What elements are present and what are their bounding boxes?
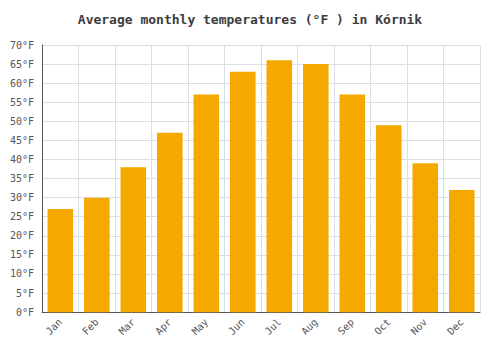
svg-text:Apr: Apr [153,316,174,337]
svg-text:65°F: 65°F [10,59,34,70]
svg-text:May: May [190,316,211,337]
svg-text:Aug: Aug [299,316,320,337]
svg-text:60°F: 60°F [10,78,34,89]
svg-text:Jun: Jun [226,316,247,337]
svg-text:Nov: Nov [409,316,430,337]
svg-text:10°F: 10°F [10,268,34,279]
svg-text:Average monthly temperatures (: Average monthly temperatures (°F ) in Kó… [78,12,423,27]
svg-text:0°F: 0°F [16,307,34,318]
svg-text:Sep: Sep [336,316,357,337]
svg-text:Dec: Dec [445,316,466,337]
svg-text:Mar: Mar [117,316,138,337]
svg-text:5°F: 5°F [16,288,34,299]
svg-text:40°F: 40°F [10,154,34,165]
svg-text:70°F: 70°F [10,40,34,51]
svg-text:30°F: 30°F [10,192,34,203]
svg-text:50°F: 50°F [10,116,34,127]
svg-text:Oct: Oct [372,316,393,337]
svg-text:15°F: 15°F [10,249,34,260]
svg-text:25°F: 25°F [10,211,34,222]
svg-text:35°F: 35°F [10,173,34,184]
svg-text:20°F: 20°F [10,230,34,241]
svg-text:55°F: 55°F [10,97,34,108]
svg-text:Jan: Jan [44,316,65,337]
svg-text:Feb: Feb [80,316,101,337]
svg-text:Jul: Jul [263,316,284,337]
svg-text:45°F: 45°F [10,135,34,146]
